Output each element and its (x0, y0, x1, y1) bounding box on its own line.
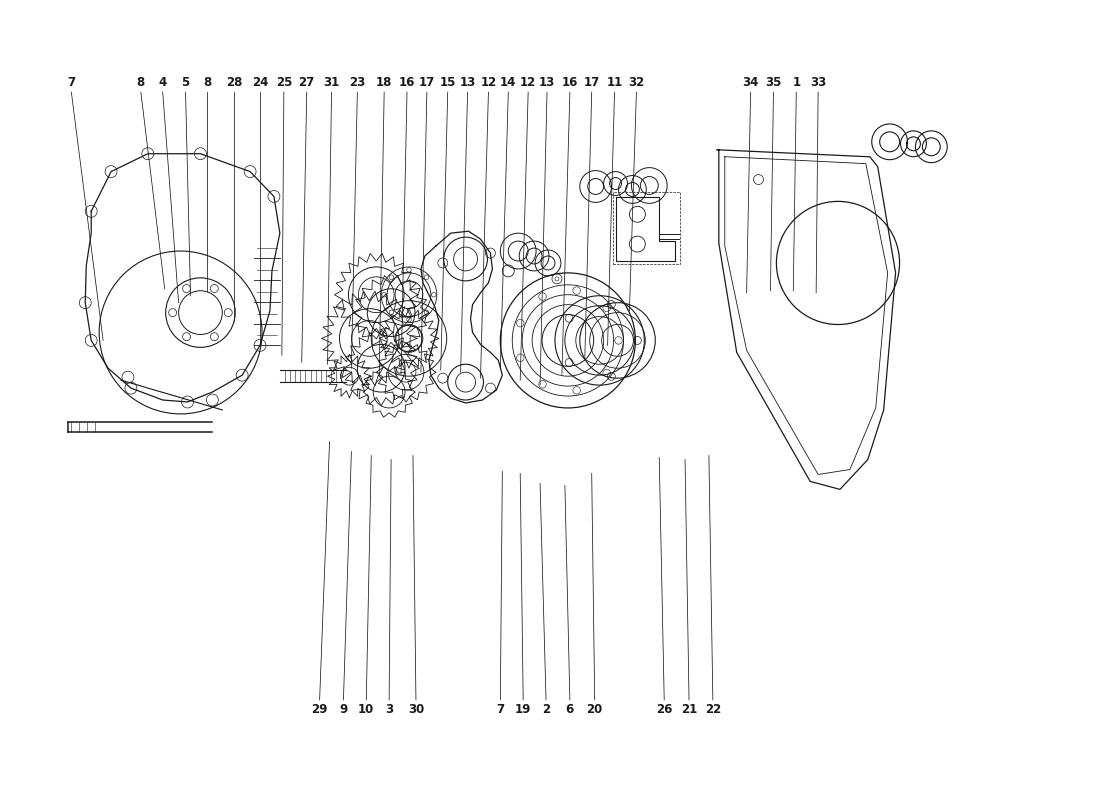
Text: 4: 4 (158, 76, 167, 89)
Text: 35: 35 (766, 76, 782, 89)
Text: 28: 28 (226, 76, 242, 89)
Text: 9: 9 (339, 703, 348, 716)
Text: 34: 34 (742, 76, 759, 89)
Text: 20: 20 (586, 703, 603, 716)
Text: 15: 15 (440, 76, 455, 89)
Text: 24: 24 (252, 76, 268, 89)
Text: 10: 10 (359, 703, 374, 716)
Text: 16: 16 (399, 76, 415, 89)
Text: 27: 27 (298, 76, 315, 89)
Text: 26: 26 (656, 703, 672, 716)
Text: 17: 17 (419, 76, 435, 89)
Text: 7: 7 (496, 703, 505, 716)
Text: 18: 18 (376, 76, 393, 89)
Text: 23: 23 (349, 76, 365, 89)
Text: 12: 12 (481, 76, 496, 89)
Text: 12: 12 (520, 76, 537, 89)
Text: 13: 13 (460, 76, 475, 89)
Text: 8: 8 (204, 76, 211, 89)
Text: 11: 11 (606, 76, 623, 89)
Text: 5: 5 (182, 76, 189, 89)
Text: 6: 6 (565, 703, 574, 716)
Text: 17: 17 (584, 76, 600, 89)
Text: 22: 22 (705, 703, 720, 716)
Text: 1: 1 (792, 76, 801, 89)
Text: 25: 25 (276, 76, 292, 89)
Text: 3: 3 (385, 703, 393, 716)
Text: 19: 19 (515, 703, 531, 716)
Text: 32: 32 (628, 76, 645, 89)
Bar (613, 193, 680, 264)
Text: 13: 13 (539, 76, 556, 89)
Text: 7: 7 (67, 76, 76, 89)
Text: 14: 14 (500, 76, 517, 89)
Text: 16: 16 (562, 76, 578, 89)
Text: 21: 21 (681, 703, 697, 716)
Text: 30: 30 (408, 703, 425, 716)
Text: 31: 31 (323, 76, 340, 89)
Text: 2: 2 (542, 703, 550, 716)
Text: 33: 33 (810, 76, 826, 89)
Text: 8: 8 (136, 76, 145, 89)
Text: 29: 29 (311, 703, 328, 716)
